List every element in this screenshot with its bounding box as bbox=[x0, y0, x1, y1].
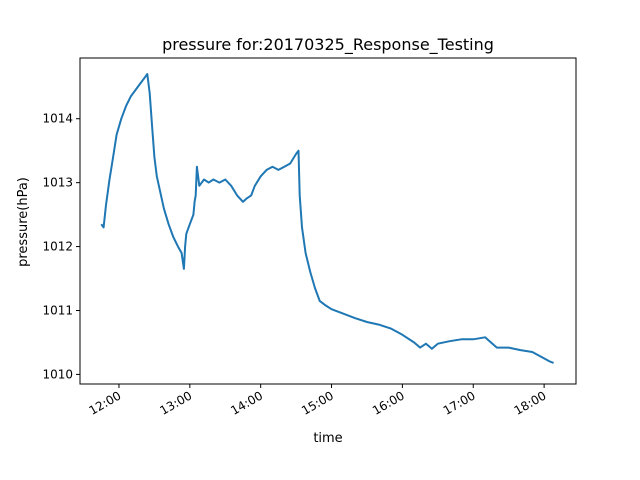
plot-frame bbox=[79, 57, 577, 385]
y-axis: 1010 1011 1012 1013 1014 bbox=[42, 112, 80, 381]
y-tick-label: 1012 bbox=[42, 240, 73, 254]
y-axis-label: pressure(hPa) bbox=[16, 177, 31, 267]
y-tick-label: 1010 bbox=[42, 367, 73, 381]
y-tick-label: 1013 bbox=[42, 176, 73, 190]
plot-area bbox=[100, 73, 554, 364]
y-tick-label: 1014 bbox=[42, 112, 73, 126]
series-pressure-line bbox=[100, 73, 554, 364]
chart-title: pressure for:20170325_Response_Testing bbox=[162, 35, 494, 55]
y-tick-label: 1011 bbox=[42, 303, 73, 317]
x-axis-label: time bbox=[313, 431, 342, 446]
